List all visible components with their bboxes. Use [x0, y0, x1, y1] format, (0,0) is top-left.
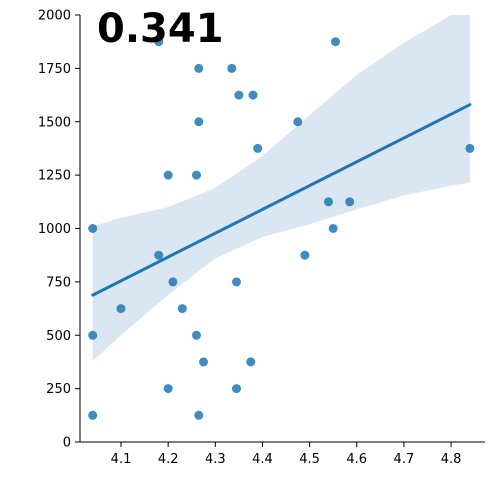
- data-point: [168, 277, 178, 287]
- data-point: [88, 330, 98, 340]
- x-tick-label: 4.6: [346, 452, 367, 467]
- y-tick-label: 1000: [38, 222, 71, 237]
- x-tick-label: 4.4: [252, 452, 273, 467]
- data-point: [88, 410, 98, 420]
- data-point: [324, 197, 333, 207]
- y-tick-label: 1250: [38, 169, 71, 184]
- data-point: [192, 330, 201, 340]
- data-point: [194, 410, 204, 420]
- x-tick-label: 4.8: [441, 452, 462, 467]
- y-tick-label: 0: [63, 436, 71, 451]
- data-point: [465, 143, 475, 153]
- data-point: [248, 90, 258, 100]
- x-tick-label: 4.1: [111, 452, 132, 467]
- data-point: [234, 90, 244, 100]
- data-point: [331, 37, 340, 47]
- data-point: [163, 384, 173, 394]
- data-point: [163, 170, 173, 180]
- x-tick-label: 4.3: [205, 452, 226, 467]
- data-point: [246, 357, 256, 367]
- data-point: [232, 277, 241, 287]
- data-point: [194, 63, 204, 73]
- x-tick-label: 4.7: [394, 452, 415, 467]
- data-point: [328, 224, 338, 233]
- y-tick-label: 500: [46, 329, 71, 344]
- data-point: [227, 63, 237, 73]
- data-point: [293, 117, 303, 127]
- data-point: [154, 250, 164, 260]
- regression-line: [91, 103, 472, 297]
- data-point: [88, 224, 98, 233]
- data-point: [177, 304, 187, 314]
- data-point: [192, 170, 201, 180]
- y-tick-label: 2000: [38, 9, 71, 24]
- x-tick-label: 4.5: [299, 452, 320, 467]
- y-tick-label: 250: [46, 382, 71, 397]
- x-tick-label: 4.2: [158, 452, 179, 467]
- y-tick-label: 1500: [38, 115, 71, 130]
- data-point: [194, 117, 204, 127]
- data-point: [253, 143, 263, 153]
- data-point: [116, 304, 126, 314]
- data-point: [300, 250, 310, 260]
- data-point: [345, 197, 355, 207]
- data-point: [199, 357, 208, 367]
- confidence-band: [92, 15, 470, 361]
- data-point: [232, 384, 241, 394]
- y-tick-label: 750: [46, 275, 71, 290]
- correlation-annotation: 0.341: [97, 6, 224, 52]
- data-point: [154, 37, 164, 47]
- y-tick-label: 1750: [38, 62, 71, 77]
